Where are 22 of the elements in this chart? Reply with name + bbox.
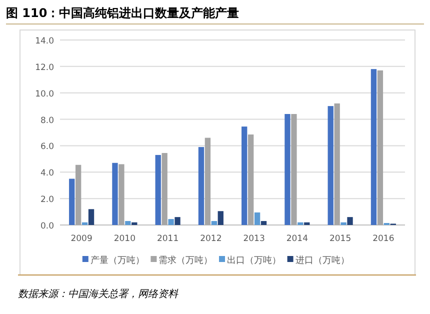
source-note: 数据来源：中国海关总署，网络资料 xyxy=(18,288,179,300)
x-tick-label: 2013 xyxy=(243,234,265,244)
x-tick-label: 2014 xyxy=(286,234,308,244)
x-tick-label: 2009 xyxy=(70,234,92,244)
y-tick-label: 2.0 xyxy=(40,195,54,206)
y-tick-label: 6.0 xyxy=(40,142,54,152)
y-tick-label: 12.0 xyxy=(35,62,54,73)
y-tick-label: 10.0 xyxy=(35,89,54,100)
legend-label: 产量（万吨） xyxy=(90,255,144,266)
y-tick-label: 8.0 xyxy=(40,116,54,126)
legend-label: 需求（万吨） xyxy=(158,255,213,266)
x-tick-label: 2015 xyxy=(329,234,352,244)
legend-label: 出口（万吨） xyxy=(227,255,281,266)
title: 图 110：中国高纯铝进出口数量及产能产量 xyxy=(6,6,240,20)
x-tick-label: 2010 xyxy=(114,234,136,244)
y-tick-label: 4.0 xyxy=(40,168,54,179)
y-tick-label: 14.0 xyxy=(35,36,54,46)
x-tick-label: 2016 xyxy=(372,234,394,244)
y-tick-label: 0.0 xyxy=(40,222,54,232)
x-tick-label: 2011 xyxy=(156,234,179,244)
x-tick-label: 2012 xyxy=(200,234,222,244)
legend-label: 进口（万吨） xyxy=(295,255,350,266)
